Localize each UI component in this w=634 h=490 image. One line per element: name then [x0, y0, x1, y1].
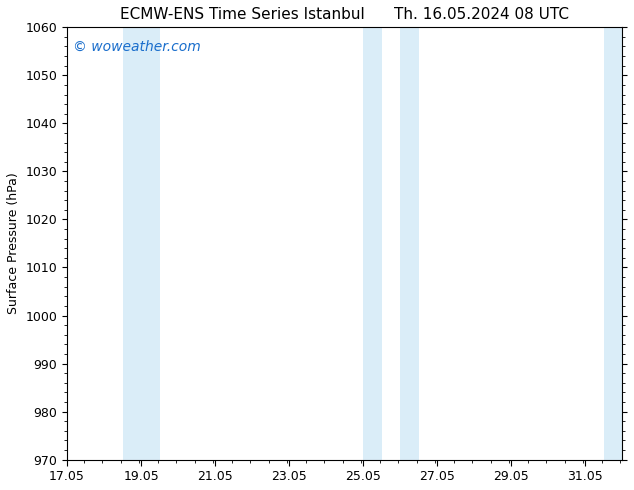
Title: ECMW-ENS Time Series Istanbul      Th. 16.05.2024 08 UTC: ECMW-ENS Time Series Istanbul Th. 16.05.… — [120, 7, 569, 22]
Bar — [122, 27, 141, 460]
Bar — [141, 27, 160, 460]
Bar — [604, 27, 622, 460]
Bar — [400, 27, 418, 460]
Text: © woweather.com: © woweather.com — [73, 40, 200, 54]
Bar — [363, 27, 382, 460]
Y-axis label: Surface Pressure (hPa): Surface Pressure (hPa) — [7, 172, 20, 314]
